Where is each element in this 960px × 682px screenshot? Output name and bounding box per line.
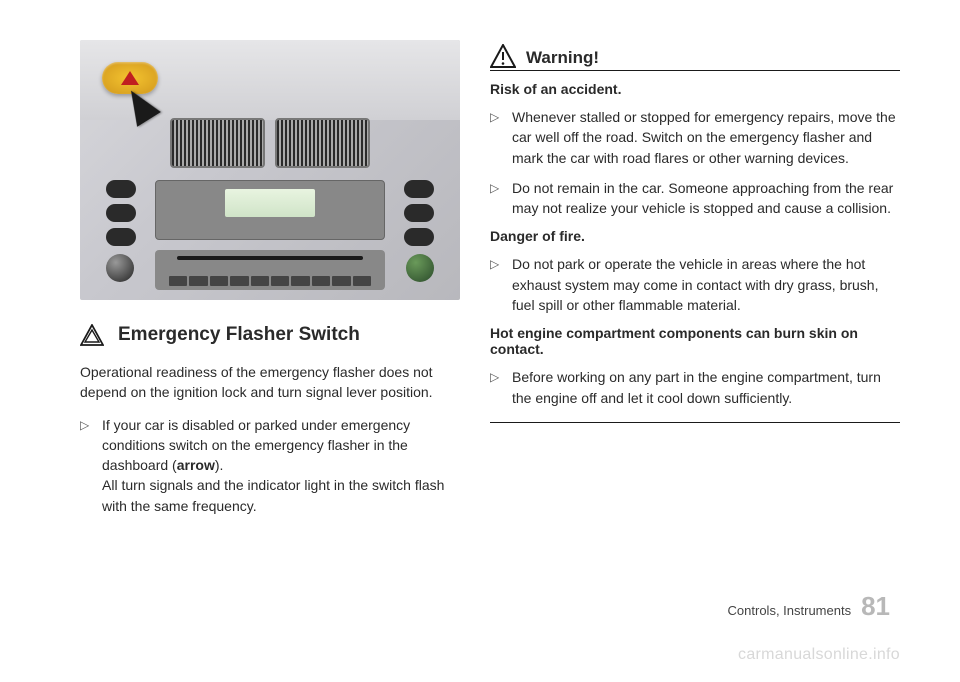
hazard-button-depiction [102,62,158,94]
watermark: carmanualsonline.info [738,646,900,664]
intro-paragraph: Operational readiness of the emergency f… [80,362,460,403]
bullet-item: ▷ Before working on any part in the engi… [490,367,900,408]
section-divider [490,422,900,423]
bullet-marker-icon: ▷ [490,107,502,168]
footer-section-label: Controls, Instruments [728,603,852,618]
page-number: 81 [861,591,890,622]
warning-title: Warning! [526,48,599,68]
bullet-item: ▷ Whenever stalled or stopped for emerge… [490,107,900,168]
bullet-marker-icon: ▷ [490,367,502,408]
bullet-item: ▷ Do not remain in the car. Someone appr… [490,178,900,219]
fire-heading: Danger of fire. [490,228,900,244]
warning-header: Warning! [490,44,900,71]
bullet-marker-icon: ▷ [490,178,502,219]
left-column: 041-061 Emergency Flasher Switch Operati… [80,40,460,516]
hot-heading: Hot engine compartment components can bu… [490,325,900,357]
bullet-text: Whenever stalled or stopped for emergenc… [512,107,900,168]
section-heading: Emergency Flasher Switch [80,324,460,346]
bullet-marker-icon: ▷ [490,254,502,315]
bullet-text: Do not remain in the car. Someone approa… [512,178,900,219]
bullet-marker-icon: ▷ [80,415,92,516]
bullet-item: ▷ Do not park or operate the vehicle in … [490,254,900,315]
bullet-text: Do not park or operate the vehicle in ar… [512,254,900,315]
risk-heading: Risk of an accident. [490,81,900,97]
warning-triangle-icon [80,324,104,346]
bullet-text: If your car is disabled or parked under … [102,415,460,516]
section-title: Emergency Flasher Switch [118,324,360,346]
dashboard-photo: 041-061 [80,40,460,300]
warning-exclaim-icon [490,44,516,68]
page-footer: Controls, Instruments 81 [728,591,890,622]
bullet-item: ▷ If your car is disabled or parked unde… [80,415,460,516]
bullet-text: Before working on any part in the engine… [512,367,900,408]
right-column: Warning! Risk of an accident. ▷ Whenever… [490,40,900,516]
